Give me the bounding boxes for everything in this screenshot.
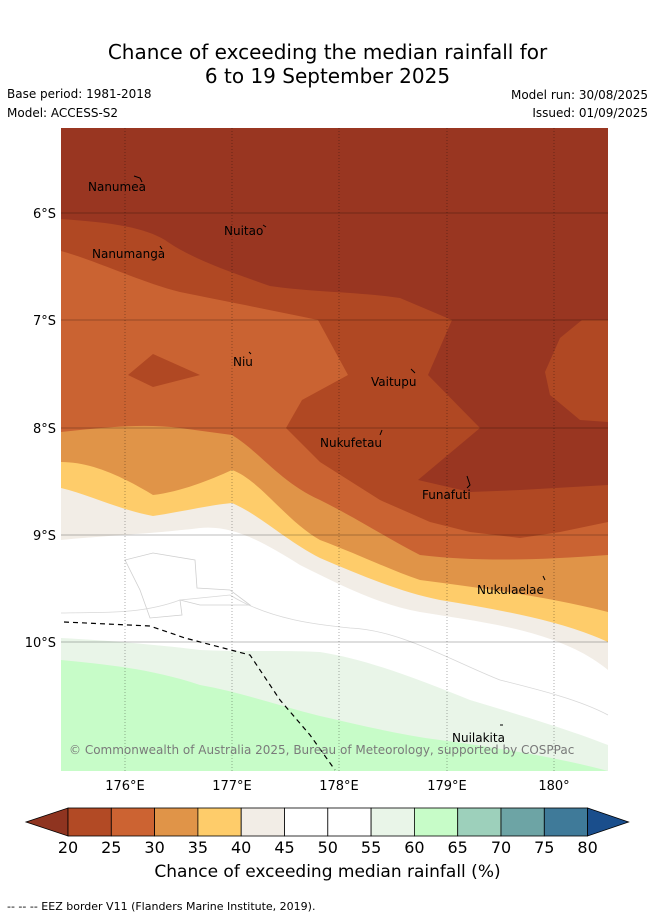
lon-label-180: 180°	[538, 779, 569, 794]
colorbar-tick-label: 65	[447, 838, 468, 857]
place-niu: Niu	[233, 355, 253, 369]
colorbar-bin	[370, 807, 415, 837]
lon-label-179e: 179°E	[427, 779, 467, 794]
colorbar-bin	[67, 807, 112, 837]
colorbar-tick-label: 25	[101, 838, 122, 857]
lat-label-9s: 9°S	[33, 529, 56, 544]
place-funafuti: Funafuti	[422, 488, 471, 502]
place-vaitupu: Vaitupu	[371, 375, 417, 389]
colorbar-tick-label: 35	[187, 838, 209, 857]
place-nanumanga: Nanumanga	[92, 247, 165, 261]
colorbar-tick-label: 40	[231, 838, 252, 857]
lon-label-176e: 176°E	[105, 779, 145, 794]
lat-label-10s: 10°S	[25, 636, 56, 651]
lat-label-7s: 7°S	[33, 314, 56, 329]
title-line-1: Chance of exceeding the median rainfall …	[107, 40, 548, 64]
colorbar-bin	[543, 807, 588, 837]
base-period: Base period: 1981-2018	[7, 87, 152, 101]
colorbar-tick-label: 45	[274, 838, 295, 857]
place-nukulaelae: Nukulaelae	[477, 583, 544, 597]
lon-label-177e: 177°E	[212, 779, 252, 794]
colorbar-label: Chance of exceeding median rainfall (%)	[154, 862, 501, 882]
lon-label-178e: 178°E	[319, 779, 359, 794]
eez-legend: -- -- -- EEZ border V11 (Flanders Marine…	[7, 900, 316, 913]
map-title: Chance of exceeding the median rainfall …	[0, 40, 655, 88]
issued-date: Issued: 01/09/2025	[532, 106, 648, 120]
colorbar-tick-label: 60	[404, 838, 425, 857]
colorbar-bin	[457, 807, 502, 837]
colorbar-bin	[240, 807, 285, 837]
copyright-notice: © Commonwealth of Australia 2025, Bureau…	[69, 743, 574, 757]
colorbar-tick-label: 70	[490, 838, 512, 857]
contour-layer	[61, 128, 608, 771]
colorbar-extend-low	[24, 807, 69, 837]
colorbar-tick-label: 55	[360, 838, 382, 857]
colorbar	[24, 807, 630, 837]
colorbar-bin	[284, 807, 329, 837]
colorbar-tick-label: 80	[577, 838, 598, 857]
colorbar-tick-label: 20	[57, 838, 79, 857]
place-nuilakita: Nuilakita	[452, 731, 505, 745]
model-run: Model run: 30/08/2025	[510, 88, 648, 102]
lat-label-8s: 8°S	[33, 422, 56, 437]
colorbar-extend-high	[587, 807, 630, 837]
model-name: Model: ACCESS-S2	[7, 106, 119, 120]
place-nuitao: Nuitao	[224, 224, 263, 238]
colorbar-bin	[197, 807, 242, 837]
colorbar-tick-label: 50	[317, 838, 338, 857]
colorbar-bin	[413, 807, 459, 837]
colorbar-tick-label: 30	[144, 838, 165, 857]
colorbar-bin	[327, 807, 372, 837]
place-nukufetau: Nukufetau	[320, 436, 382, 450]
place-nanumea: Nanumea	[88, 180, 146, 194]
title-line-2: 6 to 19 September 2025	[204, 64, 451, 88]
colorbar-bin	[110, 807, 156, 837]
colorbar-tick-label: 75	[534, 838, 555, 857]
lat-label-6s: 6°S	[33, 207, 56, 222]
colorbar-bin	[500, 807, 545, 837]
colorbar-bin	[154, 807, 199, 837]
